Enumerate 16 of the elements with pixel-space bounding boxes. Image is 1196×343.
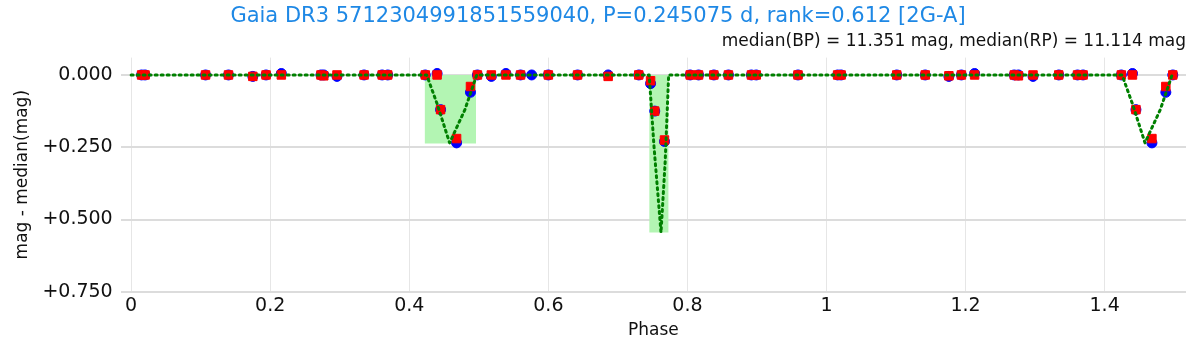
y-tick-label: +0.500 — [42, 206, 113, 229]
chart-subtitle: median(BP) = 11.351 mag, median(RP) = 11.114 mag — [721, 29, 1186, 50]
y-axis-title: mag - median(mag) — [10, 89, 31, 260]
y-tick-label: +0.750 — [42, 278, 113, 301]
x-tick-label: 0.4 — [394, 293, 425, 316]
x-tick-label: 0 — [125, 293, 138, 316]
x-tick-label: 0.8 — [672, 293, 703, 316]
y-tick-label: 0.000 — [58, 61, 113, 84]
x-axis-title: Phase — [627, 319, 679, 340]
x-tick-label: 1.4 — [1089, 293, 1120, 316]
x-tick-label: 1 — [820, 293, 833, 316]
x-tick-label: 1.2 — [950, 293, 981, 316]
chart-title: Gaia DR3 5712304991851559040, P=0.245075 d, rank=0.612 [2G-A] — [230, 3, 966, 28]
x-tick-label: 0.6 — [533, 293, 564, 316]
y-tick-label: +0.250 — [42, 134, 113, 157]
x-tick-label: 0.2 — [255, 293, 286, 316]
